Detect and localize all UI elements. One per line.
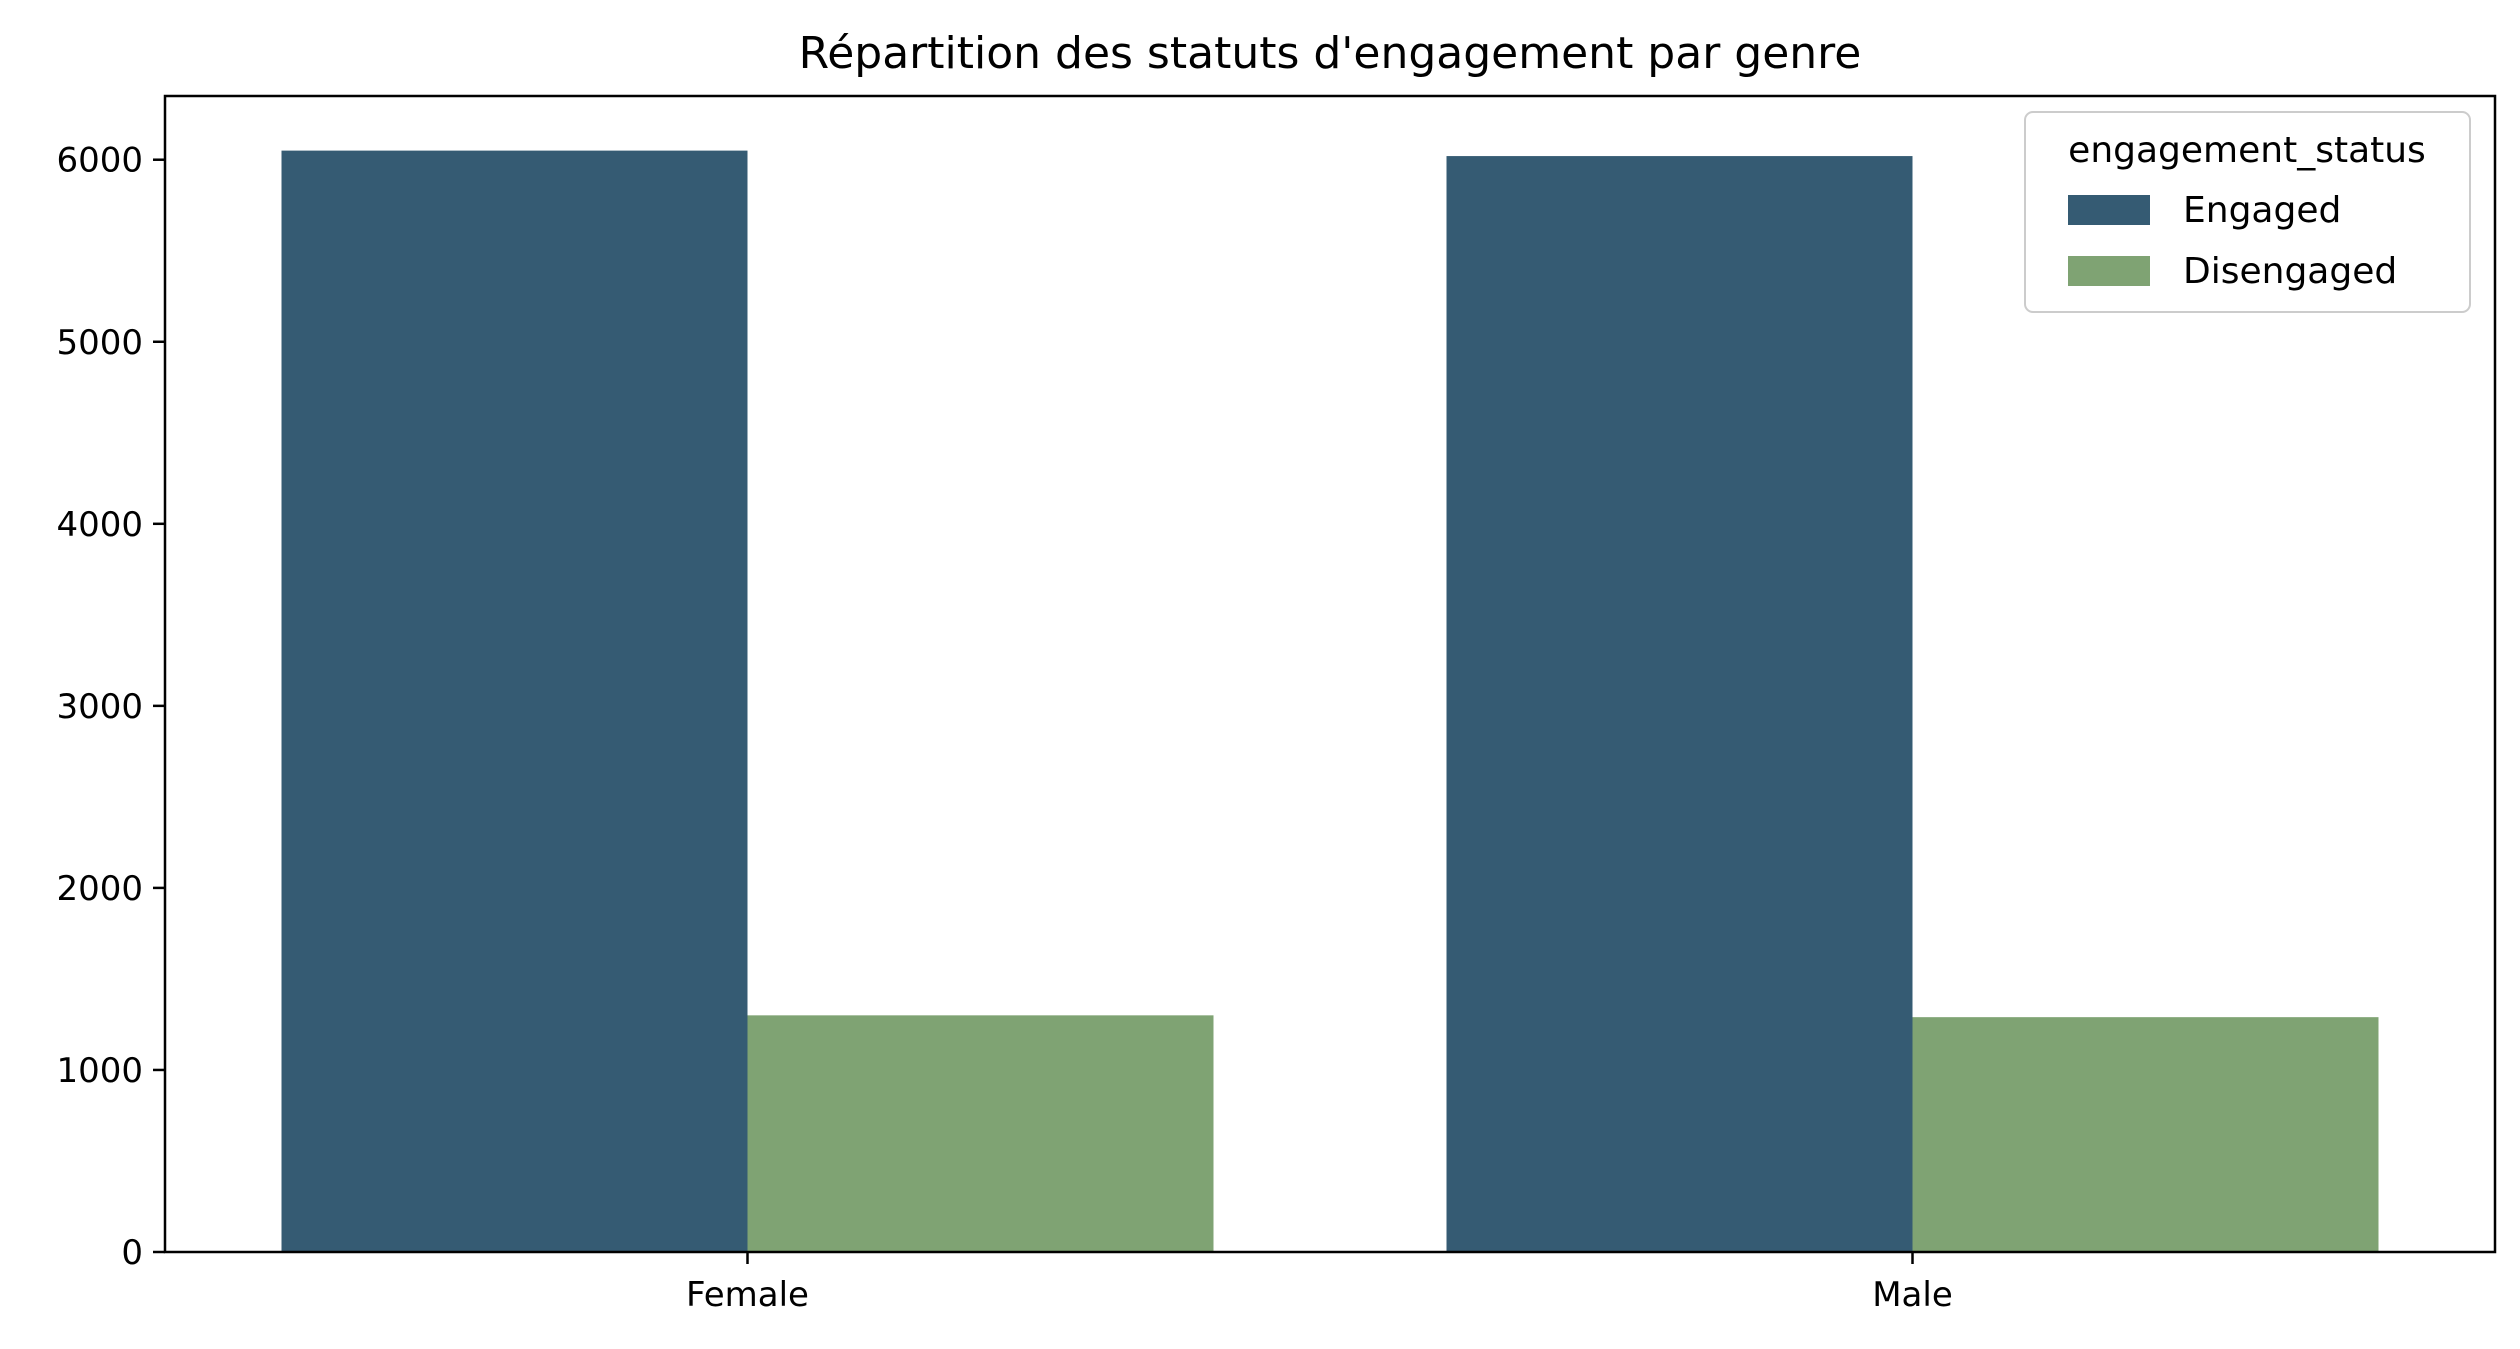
x-tick-label-male: Male — [1872, 1275, 1953, 1315]
bar-disengaged-female — [747, 1015, 1214, 1252]
plot-frame — [163, 94, 2497, 1254]
y-tick-label: 5000 — [56, 323, 143, 363]
legend-swatch-disengaged — [2068, 256, 2150, 286]
legend: engagement_status Engaged Disengaged — [2024, 111, 2471, 313]
legend-swatch-engaged — [2068, 195, 2150, 225]
y-tick-label: 1000 — [56, 1051, 143, 1091]
y-tick-label: 0 — [121, 1233, 143, 1273]
y-tick-label: 2000 — [56, 869, 143, 909]
bar-engaged-female — [281, 150, 748, 1253]
y-axis: 0 1000 2000 3000 4000 5000 6000 — [56, 141, 165, 1273]
legend-label-disengaged: Disengaged — [2183, 251, 2397, 292]
bars-group — [281, 150, 2379, 1253]
legend-label-engaged: Engaged — [2183, 190, 2341, 231]
bar-disengaged-male — [1912, 1017, 2379, 1252]
bar-engaged-male — [1446, 156, 1913, 1253]
x-tick-label-female: Female — [686, 1275, 809, 1315]
y-tick-label: 3000 — [56, 687, 143, 727]
chart-title: Répartition des statuts d'engagement par… — [799, 28, 1862, 79]
x-axis: Female Male — [686, 1252, 1953, 1315]
y-tick-label: 4000 — [56, 505, 143, 545]
legend-title: engagement_status — [2068, 130, 2426, 171]
y-tick-label: 6000 — [56, 141, 143, 181]
